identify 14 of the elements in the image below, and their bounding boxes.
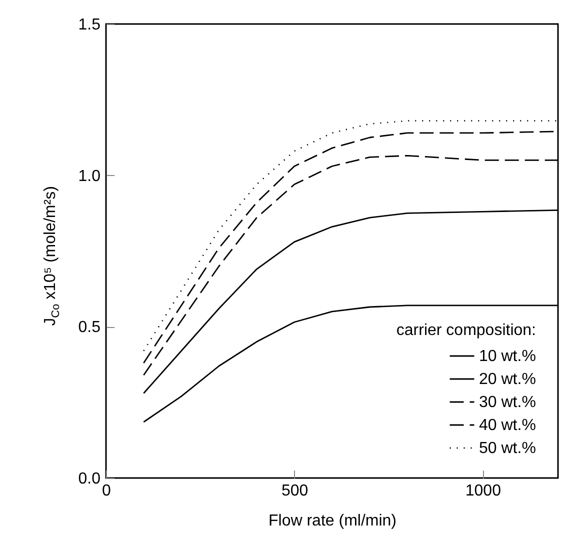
legend-title: carrier composition: <box>396 322 536 339</box>
x-tick-label: 0 <box>102 482 112 500</box>
legend-label: 20 wt.% <box>479 371 536 388</box>
y-tick-label: 1.5 <box>78 16 101 34</box>
legend-label: 30 wt.% <box>479 394 536 411</box>
y-tick-label: 0.5 <box>78 319 101 336</box>
legend-label: 10 wt.% <box>479 348 536 365</box>
x-axis-title: Flow rate (ml/min) <box>268 512 397 530</box>
x-tick-label: 1000 <box>465 482 502 500</box>
y-tick-label: 0.0 <box>78 470 101 488</box>
legend-label: 40 wt.% <box>479 417 536 434</box>
y-tick-label: 1.0 <box>78 168 101 185</box>
legend-label: 50 wt.% <box>479 440 536 457</box>
x-tick-label: 500 <box>281 482 308 500</box>
